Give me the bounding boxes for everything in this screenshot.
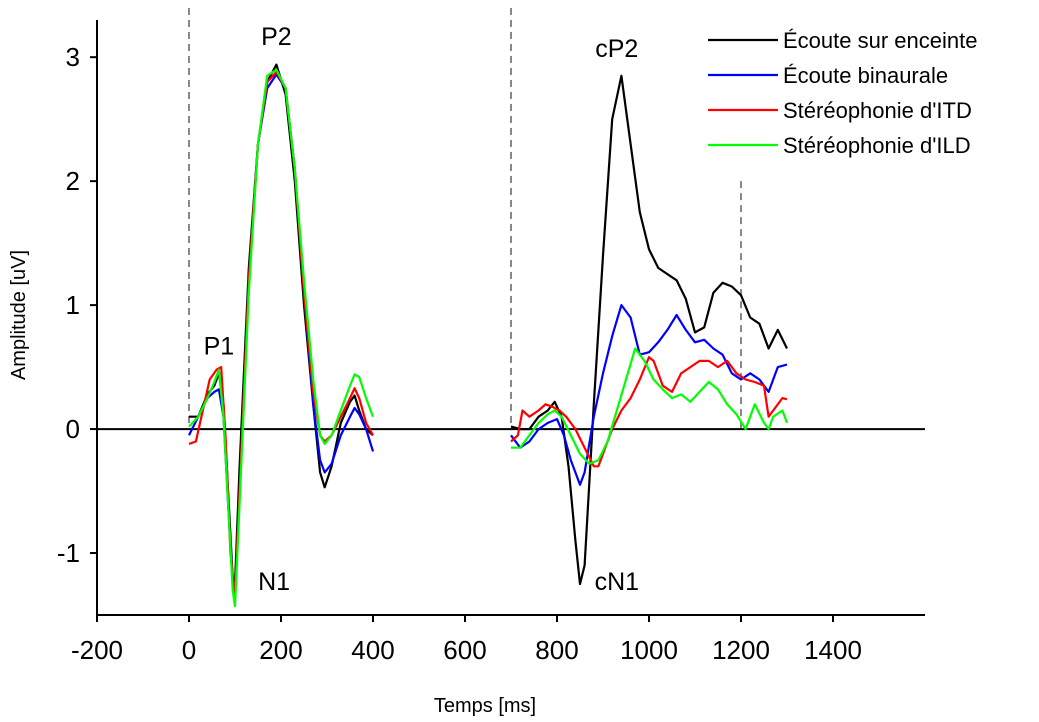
- x-tick-label: 200: [259, 635, 302, 665]
- series-line-0: [189, 63, 788, 586]
- y-tick-label: 0: [66, 414, 80, 444]
- series-line-2: [188, 71, 788, 598]
- annotation-label: N1: [258, 568, 290, 596]
- x-tick-label: 1000: [620, 635, 678, 665]
- x-axis-label: Temps [ms]: [434, 695, 536, 717]
- series-lines: [188, 63, 789, 608]
- x-tick-label: -200: [71, 635, 123, 665]
- y-tick-label: -1: [57, 538, 80, 568]
- series-line-3: [188, 68, 789, 608]
- annotation-label: P2: [261, 23, 292, 51]
- legend-label-3: Stéréophonie d'ILD: [783, 133, 971, 158]
- y-tick-label: 2: [66, 166, 80, 196]
- annotation-label: cP2: [595, 35, 638, 63]
- x-tick-label: 0: [182, 635, 196, 665]
- x-tick-label: 400: [351, 635, 394, 665]
- peak-annotations: P1 P2 N1 cP2 cN1: [204, 23, 639, 596]
- axes: -200 0 200 400 600 800 1000 1200 1400 -1 0 1 2 3: [57, 20, 925, 665]
- x-tick-label: 1200: [712, 635, 770, 665]
- y-axis-label: Amplitude [uV]: [8, 250, 30, 380]
- annotation-label: P1: [204, 333, 235, 361]
- vertical-reference-lines: [188, 8, 742, 430]
- annotation-label: cN1: [595, 568, 639, 596]
- y-tick-label: 3: [66, 42, 80, 72]
- legend-label-0: Écoute sur enceinte: [783, 28, 977, 53]
- legend-label-2: Stéréophonie d'ITD: [783, 98, 972, 123]
- legend-label-1: Écoute binaurale: [783, 63, 948, 88]
- y-tick-label: 1: [66, 290, 80, 320]
- series-line-1: [188, 73, 788, 598]
- x-tick-label: 800: [535, 635, 578, 665]
- x-tick-label: 600: [443, 635, 486, 665]
- x-tick-label: 1400: [804, 635, 862, 665]
- legend: Écoute sur enceinte Écoute binaurale Stéré…: [708, 28, 977, 158]
